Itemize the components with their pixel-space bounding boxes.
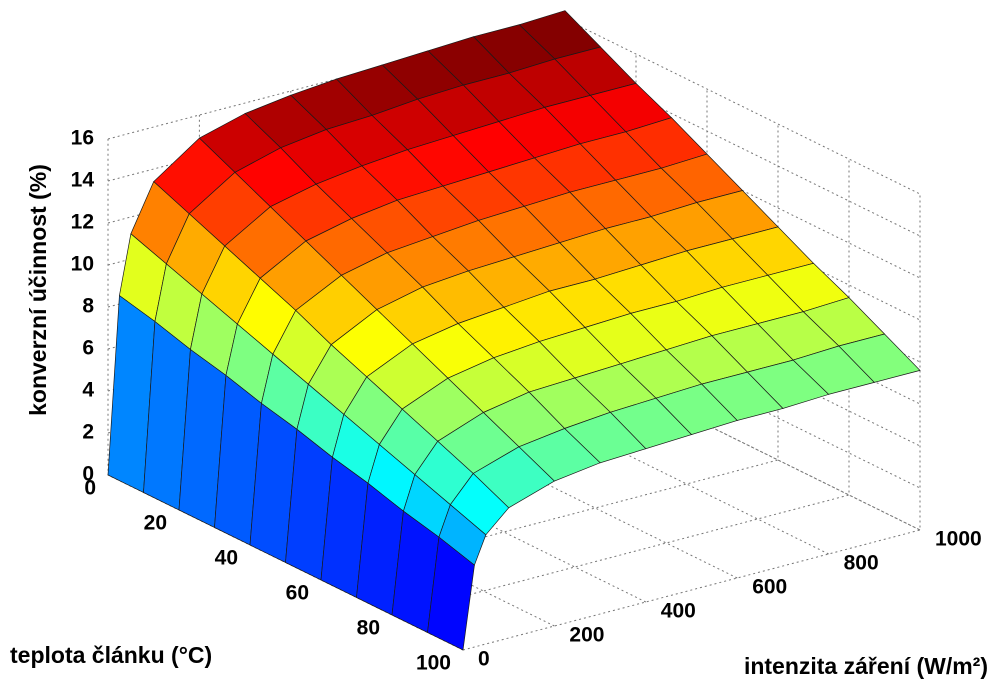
x-tick-label: 0 bbox=[478, 648, 490, 671]
y-tick-label: 100 bbox=[416, 652, 451, 675]
grid-line bbox=[107, 60, 921, 237]
z-tick-label: 10 bbox=[71, 253, 94, 276]
x-tick-label: 800 bbox=[844, 552, 879, 575]
x-tick-label: 600 bbox=[752, 576, 787, 599]
y-axis-label: teplota článku (°C) bbox=[10, 642, 212, 668]
z-tick-label: 14 bbox=[71, 169, 95, 192]
x-tick-label: 1000 bbox=[935, 528, 982, 551]
x-tick-label: 200 bbox=[569, 624, 604, 647]
z-tick-label: 0 bbox=[82, 463, 94, 486]
z-tick-label: 16 bbox=[71, 127, 94, 150]
z-tick-label: 2 bbox=[82, 421, 94, 444]
grid-line bbox=[107, 312, 921, 489]
grid-line bbox=[107, 102, 921, 279]
grid-line bbox=[107, 18, 921, 195]
z-tick-label: 4 bbox=[82, 379, 94, 402]
x-tick-label: 400 bbox=[661, 600, 696, 623]
y-tick-label: 80 bbox=[357, 617, 380, 640]
z-tick-label: 12 bbox=[71, 211, 94, 234]
surface-cell bbox=[427, 536, 475, 651]
grid-line bbox=[391, 159, 850, 616]
x-axis-label: intenzita záření (W/m²) bbox=[744, 653, 988, 679]
y-tick-label: 40 bbox=[215, 547, 238, 570]
y-tick-label: 60 bbox=[286, 582, 309, 605]
grid-line bbox=[462, 194, 921, 651]
z-tick-label: 6 bbox=[82, 337, 94, 360]
y-tick-label: 20 bbox=[144, 512, 167, 535]
z-tick-label: 8 bbox=[82, 295, 94, 318]
y-tick-label: 0 bbox=[84, 477, 96, 500]
z-axis-label: konverzní účinnost (%) bbox=[25, 164, 51, 416]
